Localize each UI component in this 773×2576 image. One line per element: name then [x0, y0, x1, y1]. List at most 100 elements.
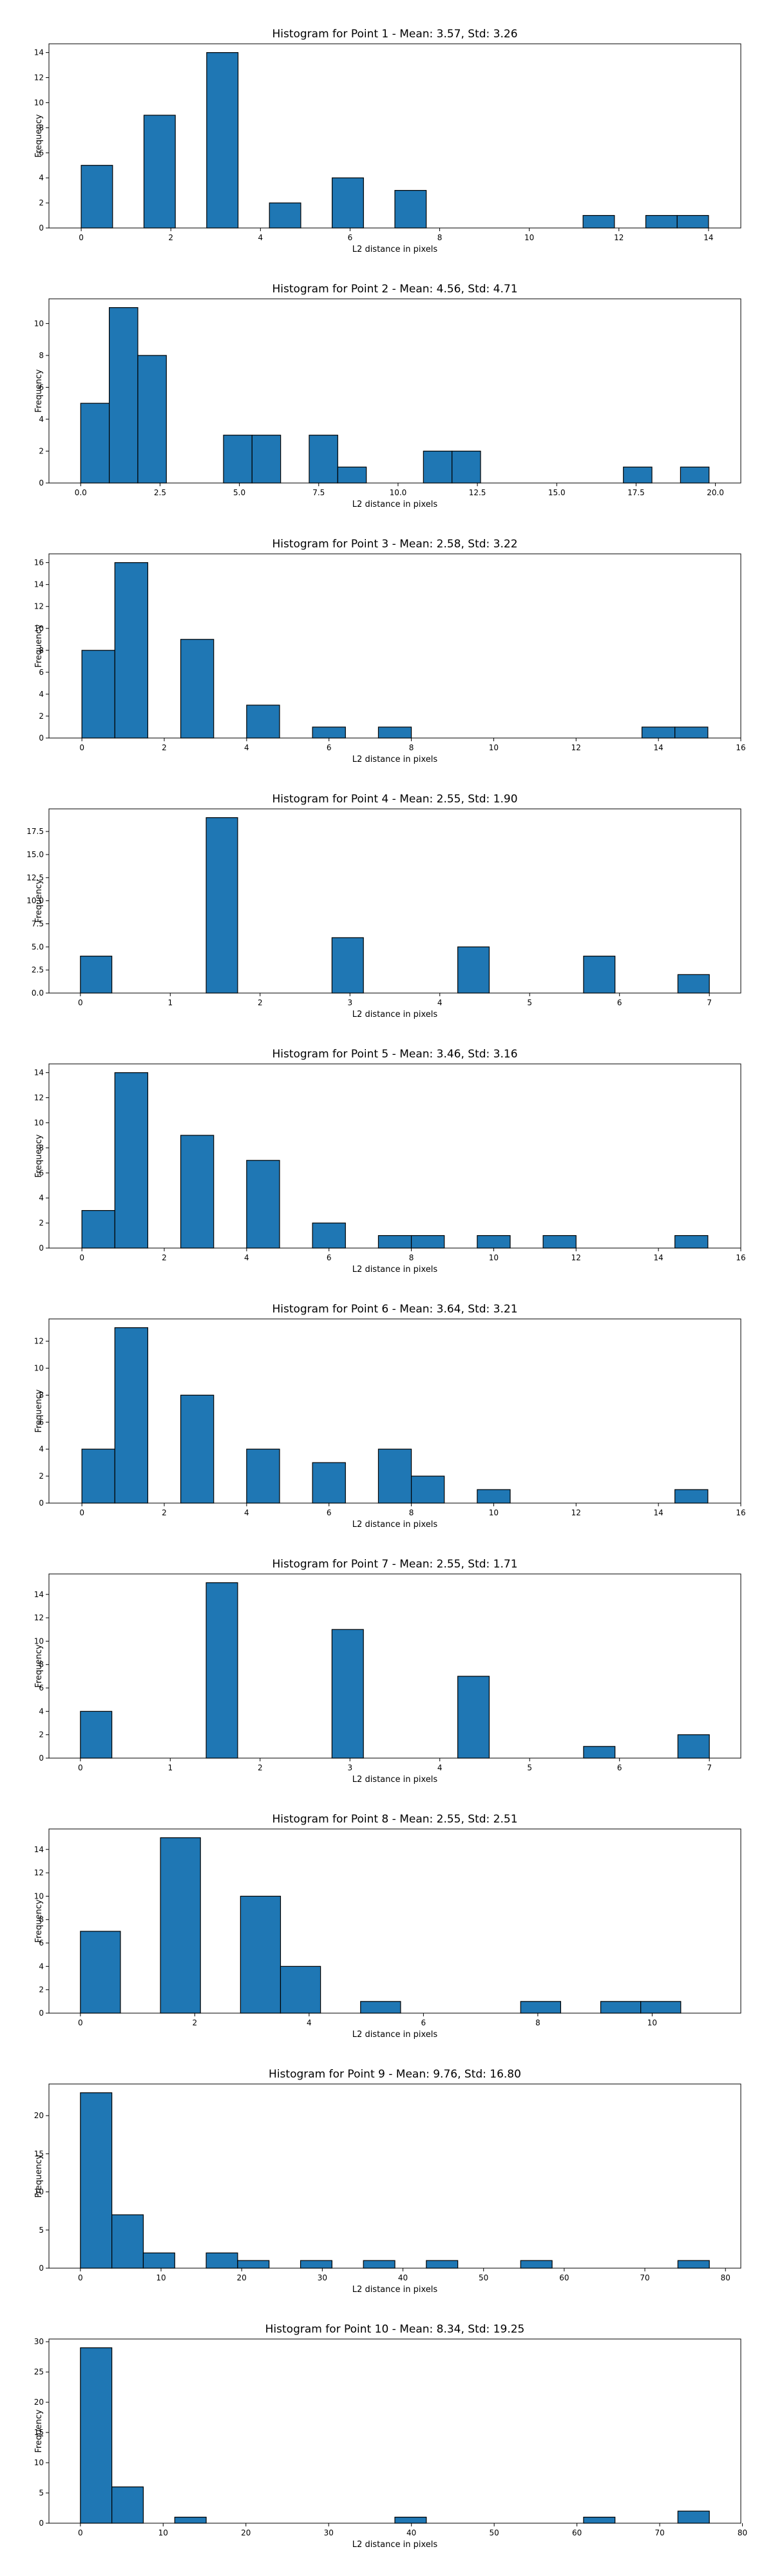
x-tick-label: 2 [162, 743, 167, 752]
x-tick-label: 2 [168, 233, 173, 242]
y-tick-label: 12.5 [26, 873, 44, 882]
histogram-bar [251, 435, 282, 484]
y-tick-label: 2 [39, 1218, 44, 1227]
x-tick-label: 0 [78, 2018, 83, 2027]
y-tick-label: 6 [39, 1683, 44, 1692]
x-axis-label: L2 distance in pixels [352, 1010, 438, 1019]
x-tick-label: 16 [736, 743, 745, 752]
axes-frame [48, 2338, 741, 2524]
histogram-bar [160, 1837, 201, 2014]
histogram-bar [309, 435, 338, 484]
y-tick-label: 17.5 [26, 827, 44, 836]
chart-title: Histogram for Point 7 - Mean: 2.55, Std:… [272, 1558, 517, 1571]
histogram-bar [223, 435, 253, 484]
y-tick-label: 10 [34, 1118, 44, 1127]
x-tick-label: 15.0 [548, 488, 566, 497]
y-tick-label: 0 [39, 2264, 44, 2273]
histogram-bar [583, 2517, 616, 2524]
y-axis-label: Frequency [34, 1389, 44, 1432]
histogram-panel-10: Histogram for Point 10 - Mean: 8.34, Std… [34, 2323, 747, 2550]
x-tick-label: 2 [258, 998, 263, 1007]
y-tick-label: 7.5 [32, 919, 44, 928]
histogram-bar [180, 639, 215, 739]
x-tick-label: 3 [347, 998, 352, 1007]
y-tick-label: 12 [34, 73, 44, 82]
x-axis-label: L2 distance in pixels [352, 1265, 438, 1274]
histogram-panel-4: Histogram for Point 4 - Mean: 2.55, Std:… [26, 793, 741, 1019]
histogram-bar [520, 2260, 553, 2269]
histogram-bar [142, 2252, 175, 2269]
x-axis-label: L2 distance in pixels [352, 755, 438, 764]
histogram-bar [377, 1235, 412, 1249]
y-axis-label: Frequency [34, 1644, 44, 1687]
y-tick-label: 12 [34, 602, 44, 611]
x-axis-label: L2 distance in pixels [352, 2030, 438, 2040]
x-tick-label: 80 [738, 2528, 747, 2537]
x-tick-label: 10 [489, 1253, 499, 1262]
x-tick-label: 12 [614, 233, 624, 242]
x-tick-label: 12 [571, 1253, 581, 1262]
y-tick-label: 6 [39, 668, 44, 677]
histogram-panel-2: Histogram for Point 2 - Mean: 4.56, Std:… [34, 283, 741, 509]
y-tick-label: 6 [39, 383, 44, 392]
x-tick-label: 17.5 [627, 488, 645, 497]
x-tick-label: 0.0 [75, 488, 87, 497]
histogram-panel-5: Histogram for Point 5 - Mean: 3.46, Std:… [34, 1048, 746, 1274]
y-tick-label: 5 [39, 2488, 44, 2497]
y-tick-label: 14 [34, 1845, 44, 1854]
histogram-bar [300, 2260, 332, 2269]
x-tick-label: 0 [78, 998, 83, 1007]
x-tick-label: 2.5 [154, 488, 166, 497]
chart-title: Histogram for Point 10 - Mean: 8.34, Std… [265, 2323, 525, 2336]
histogram-bar [81, 1448, 115, 1504]
y-tick-label: 10 [34, 98, 44, 107]
y-tick-label: 14 [34, 48, 44, 57]
x-tick-label: 6 [617, 1763, 622, 1772]
x-tick-label: 12 [571, 743, 581, 752]
y-tick-label: 10 [34, 319, 44, 328]
histogram-bar [331, 937, 364, 994]
y-tick-label: 4 [39, 1962, 44, 1971]
histogram-bar [600, 2001, 642, 2014]
histogram-bar [680, 466, 710, 484]
y-tick-label: 2 [39, 712, 44, 721]
histogram-bar [426, 2260, 459, 2269]
y-tick-label: 0 [39, 2519, 44, 2528]
x-axis-label: L2 distance in pixels [352, 2540, 438, 2550]
x-tick-label: 12.5 [469, 488, 486, 497]
x-tick-label: 60 [559, 2273, 569, 2282]
histogram-bar [246, 1448, 280, 1504]
x-tick-label: 0 [78, 2273, 83, 2282]
histogram-bar [81, 650, 115, 739]
histogram-bar [477, 1489, 511, 1504]
axes-frame [48, 2083, 741, 2269]
x-tick-label: 10 [156, 2273, 166, 2282]
y-tick-label: 10 [34, 624, 44, 633]
histogram-bar [452, 450, 481, 484]
y-tick-label: 2 [39, 1472, 44, 1481]
x-tick-label: 14 [654, 743, 663, 752]
histogram-bar [641, 726, 676, 739]
histogram-bar [583, 956, 616, 994]
histogram-bar [180, 1135, 215, 1249]
histogram-bar [206, 52, 239, 229]
y-tick-label: 30 [34, 2337, 44, 2346]
y-tick-label: 6 [39, 148, 44, 157]
y-tick-label: 5.0 [32, 942, 44, 951]
histogram-bar [114, 1072, 149, 1249]
y-tick-label: 2 [39, 1730, 44, 1739]
histogram-panel-8: Histogram for Point 8 - Mean: 2.55, Std:… [34, 1813, 741, 2040]
y-tick-label: 8 [39, 1660, 44, 1669]
axes-frame [48, 298, 741, 484]
histogram-bar [205, 2252, 238, 2269]
x-tick-label: 4 [244, 743, 249, 752]
x-tick-label: 4 [244, 1253, 249, 1262]
y-tick-label: 2.5 [32, 965, 44, 974]
x-tick-label: 8 [409, 743, 414, 752]
histogram-bar [677, 1734, 710, 1759]
histogram-bar [337, 466, 367, 484]
histogram-bar [410, 1475, 445, 1504]
chart-title: Histogram for Point 1 - Mean: 3.57, Std:… [272, 28, 517, 41]
y-axis-label: Frequency [34, 114, 44, 157]
y-tick-label: 15 [34, 2428, 44, 2437]
